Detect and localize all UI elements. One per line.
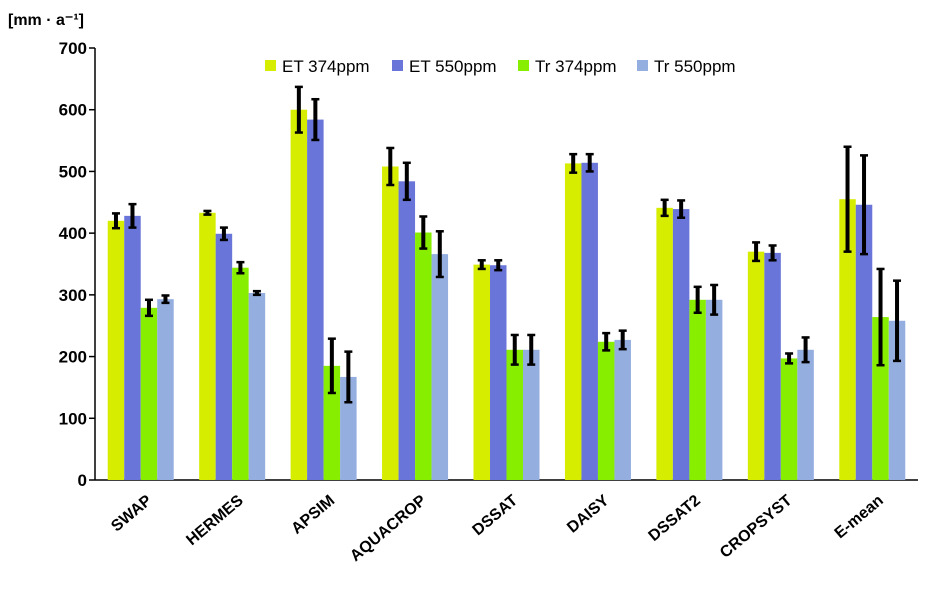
x-category-label: DSSAT (470, 492, 522, 539)
bar (199, 212, 216, 480)
legend-label: ET 374ppm (282, 57, 370, 76)
bar (614, 339, 631, 480)
bar (215, 233, 233, 480)
bars (107, 109, 906, 481)
bar (157, 299, 174, 480)
bar (506, 349, 523, 480)
y-tick-label: 0 (78, 471, 87, 490)
bar (872, 317, 889, 480)
bar (689, 299, 706, 480)
y-tick-label: 100 (59, 409, 87, 428)
x-category-label: AQUACROP (347, 492, 430, 565)
bar (780, 358, 798, 480)
bar (248, 293, 266, 480)
y-axis-unit-label: [mm · a⁻¹] (8, 12, 84, 29)
x-category-label: SWAP (108, 492, 155, 536)
bar (747, 251, 765, 480)
bar (597, 341, 615, 480)
bar (473, 264, 490, 480)
x-category-label: APSIM (288, 492, 338, 538)
legend-label: Tr 550ppm (654, 57, 736, 76)
bar (290, 109, 308, 480)
bar (232, 267, 249, 480)
legend-label: Tr 374ppm (535, 57, 617, 76)
error-bars (111, 85, 902, 404)
x-category-label: HERMES (183, 492, 247, 549)
bar (340, 376, 357, 480)
bar (523, 349, 540, 480)
bar (888, 320, 906, 480)
bar (839, 199, 856, 480)
bar (107, 220, 125, 481)
bar (581, 162, 598, 480)
y-tick-label: 300 (59, 286, 87, 305)
bar (398, 181, 416, 480)
y-tick-label: 400 (59, 224, 87, 243)
y-tick-label: 500 (59, 162, 87, 181)
legend: ET 374ppm ET 550ppm Tr 374ppm Tr 550ppm (265, 57, 736, 76)
x-category-label: E-mean (832, 492, 887, 542)
bar (323, 365, 341, 480)
bar (797, 349, 814, 480)
bar (431, 254, 449, 480)
x-category-label: DAISY (564, 492, 613, 537)
bar (855, 204, 873, 481)
bar (140, 307, 158, 480)
bar (564, 163, 582, 481)
legend-swatch (265, 60, 276, 71)
x-category-label: DSSAT2 (646, 492, 704, 545)
bar (490, 265, 507, 480)
bar (672, 209, 690, 480)
legend-swatch (637, 60, 648, 71)
bar (415, 232, 432, 480)
bar (656, 207, 673, 480)
legend-swatch (518, 60, 529, 71)
y-tick-label: 600 (59, 101, 87, 120)
bar (382, 166, 399, 480)
y-tick-label: 700 (59, 39, 87, 58)
y-tick-label: 200 (59, 348, 87, 367)
legend-label: ET 550ppm (409, 57, 497, 76)
x-category-label: CROPSYST (717, 492, 796, 562)
legend-swatch (392, 60, 403, 71)
bar (307, 119, 324, 481)
bar (764, 252, 781, 480)
bar (124, 215, 141, 480)
bar (705, 299, 723, 480)
